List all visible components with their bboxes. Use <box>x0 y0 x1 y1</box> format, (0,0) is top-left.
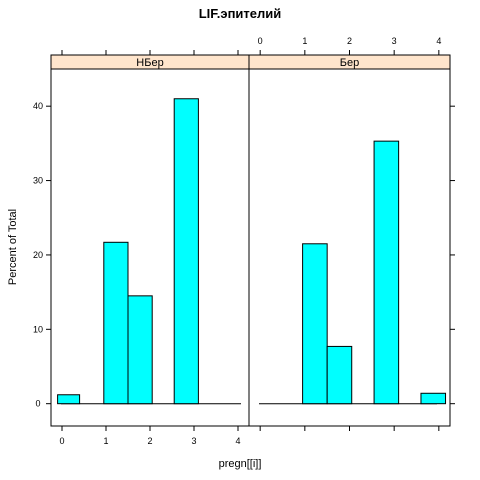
panel-strip-label: НБер <box>136 57 163 69</box>
x-tick-label: 4 <box>436 36 441 46</box>
x-tick-label: 4 <box>235 436 240 446</box>
panel-strip-label: Бер <box>340 57 359 69</box>
x-axis-label: pregn[[i]] <box>219 458 262 470</box>
x-tick-label: 3 <box>191 436 196 446</box>
histogram-bar <box>326 345 353 405</box>
x-tick-label: 2 <box>147 436 152 446</box>
y-axis-label: Percent of Total <box>7 209 19 285</box>
y-tick-label: 40 <box>33 101 43 111</box>
histogram-bar <box>173 98 199 405</box>
y-tick-label: 30 <box>33 176 43 186</box>
histogram-bar <box>57 394 81 405</box>
chart-title: LIF.эпителий <box>199 6 282 21</box>
y-tick-label: 0 <box>35 399 40 409</box>
y-tick-label: 10 <box>33 324 43 334</box>
histogram-bar <box>127 295 153 405</box>
x-tick-label: 0 <box>59 436 64 446</box>
x-tick-label: 1 <box>302 36 307 46</box>
histogram-bar <box>103 241 129 405</box>
histogram-bar <box>302 243 328 405</box>
y-tick-label: 20 <box>33 250 43 260</box>
histogram-bar <box>373 140 400 405</box>
histogram-bar <box>420 392 447 405</box>
x-tick-label: 0 <box>258 36 263 46</box>
x-tick-label: 1 <box>103 436 108 446</box>
x-tick-label: 2 <box>347 36 352 46</box>
x-tick-label: 3 <box>392 36 397 46</box>
panel-1: Бер 0 1 2 3 4 <box>248 36 455 431</box>
